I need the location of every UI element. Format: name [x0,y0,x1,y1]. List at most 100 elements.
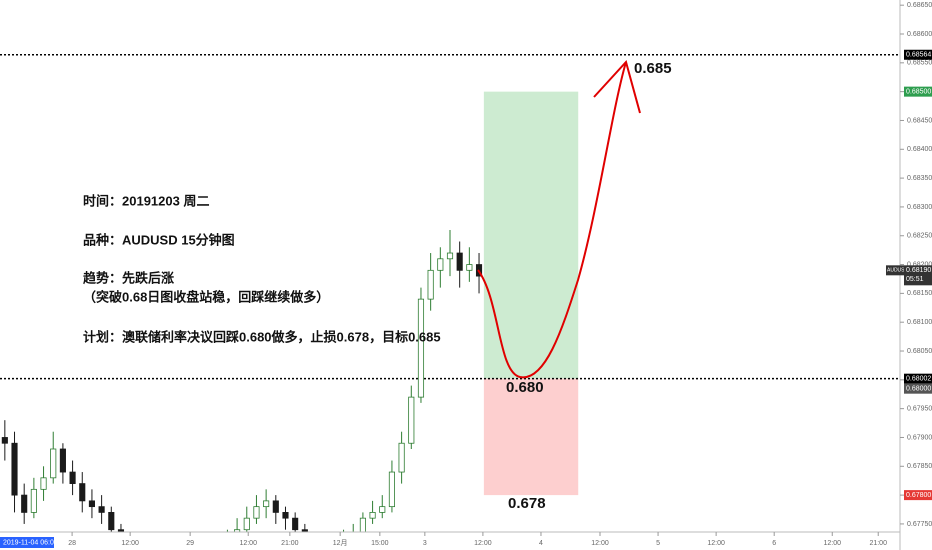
x-tick-label: 5 [656,540,660,547]
y-tick-label: 0.68100 [907,319,932,326]
cursor-badge [0,537,54,548]
forecast-curve [477,61,627,379]
y-tick-label: 0.68250 [907,233,932,240]
x-tick-label: 15:00 [371,540,389,547]
y-tick-label: 0.68450 [907,117,932,124]
last-price-badge [904,265,932,286]
candle-body [108,512,115,531]
countdown-label: 05:51 [906,276,924,283]
candle-body [98,506,105,513]
candle-body [263,500,270,508]
y-tick-label: 0.67750 [907,521,932,528]
candle-body [301,529,308,532]
x-tick-label: 12月 [333,539,348,547]
price-badge [904,86,932,97]
y-tick-label: 0.68650 [907,2,932,9]
candle-body [312,541,317,547]
y-tick-label: 0.68550 [907,60,932,67]
candle-body [11,442,18,496]
candle-body [225,541,230,547]
y-tick-label: 0.68200 [907,261,932,268]
price-badge [904,49,932,60]
x-tick-label: 12:00 [707,540,725,547]
candle-body [369,512,376,519]
target-zone [483,91,579,379]
axes: 0.68650 0.68600 0.68550 0.68500 0.68450 0.684… [68,2,932,547]
candle-body [88,500,95,508]
y-tick-label: 0.68050 [907,348,932,355]
price-badge-label: 0.68002 [906,376,931,383]
candle-body [351,535,356,541]
y-tick-label: 0.68600 [907,31,932,38]
candle-body [437,258,444,271]
candle-body [379,506,386,513]
candle-body [456,252,463,271]
y-tick-label: 0.67950 [907,405,932,412]
plot-area [0,54,900,547]
y-tick-label: 0.68400 [907,146,932,153]
note-line: 计划：澳联储利率决议回踩0.680做多，止损0.678，目标0.685 [83,329,441,344]
y-tick-label: 0.67900 [907,434,932,441]
candle-body [1,437,8,444]
note-line: （突破0.68日图收盘站稳，回踩继续做多） [83,289,329,304]
candle-body [234,529,241,532]
candle-body [243,517,250,531]
y-tick-label: 0.68150 [907,290,932,297]
price-badge-label: 0.68500 [906,88,931,95]
annotation: 0.678 [508,495,546,512]
candle-body [359,517,366,532]
candle-body [282,512,289,519]
x-tick-label: 12:00 [121,540,139,547]
candle-body [253,506,260,519]
x-tick-label: 12:00 [239,540,257,547]
stop-zone [483,378,579,496]
y-tick-label: 0.68350 [907,175,932,182]
candle-body [408,396,415,444]
candle-body [427,269,434,300]
candle-body [388,471,395,508]
candle-body [50,448,57,479]
candle-body [398,442,405,473]
candle-body [446,252,454,260]
x-tick-label: 21:00 [869,540,887,547]
note-line: 趋势：先跌后涨 [83,270,174,285]
note-line: 品种：AUDUSD 15分钟图 [83,232,235,247]
x-tick-label: 28 [68,540,76,547]
x-tick-label: 12:00 [823,540,841,547]
price-badge-label: 0.68564 [906,52,931,59]
x-tick-label: 3 [423,540,427,547]
y-tick-label: 0.68300 [907,204,932,211]
candle-body [417,298,425,398]
candle-body [292,517,299,531]
forecast-arrowhead [593,59,641,114]
cursor-label: 2019-11-04 06:00 [3,539,58,546]
candle-body [30,488,37,513]
candle-body [59,448,66,473]
symbol-label: AUDUSD [887,268,909,274]
candle-body [272,500,279,513]
x-tick-label: 12:00 [591,540,609,547]
x-tick-label: 29 [186,540,194,547]
overlay: 0.680 0.678 0.685 时间：20191203 周二 品种：AUDU… [83,60,672,512]
annotation: 0.685 [634,60,672,77]
candle-body [40,477,47,490]
note-line: 时间：20191203 周二 [83,193,209,208]
candle-body [466,264,473,271]
price-badge-label: 0.67800 [906,492,931,499]
candle-body [69,471,76,484]
last-price-label: 0.68190 [906,267,931,274]
annotation: 0.680 [506,379,544,396]
candle-body [79,483,86,502]
x-tick-label: 4 [539,540,543,547]
candle-body [21,494,28,513]
candle-body [117,529,125,532]
x-tick-label: 21:00 [281,540,299,547]
symbol-badge [886,265,904,276]
price-badge [904,490,932,501]
price-badge-label: 0.68000 [906,386,931,393]
price-badge [904,373,932,384]
y-tick-label: 0.67850 [907,463,932,470]
x-tick-label: 12:00 [474,540,492,547]
x-tick-label: 6 [772,540,776,547]
